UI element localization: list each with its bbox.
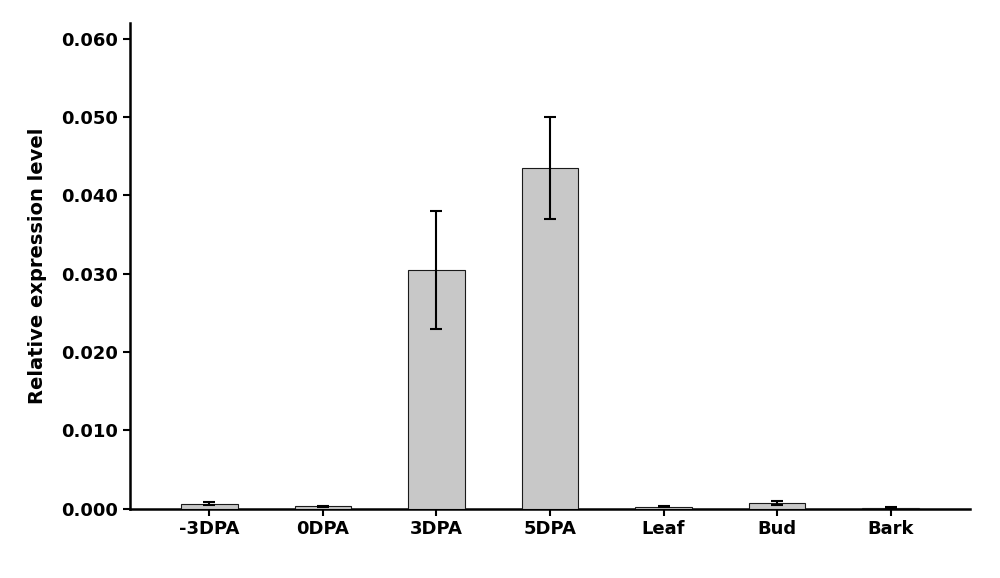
Bar <box>749 503 805 509</box>
Bar <box>408 270 465 509</box>
Bar <box>295 506 351 509</box>
Bar <box>635 507 692 509</box>
Bar <box>181 503 238 509</box>
Y-axis label: Relative expression level: Relative expression level <box>28 128 47 404</box>
Bar <box>522 168 578 509</box>
Bar <box>862 508 919 509</box>
